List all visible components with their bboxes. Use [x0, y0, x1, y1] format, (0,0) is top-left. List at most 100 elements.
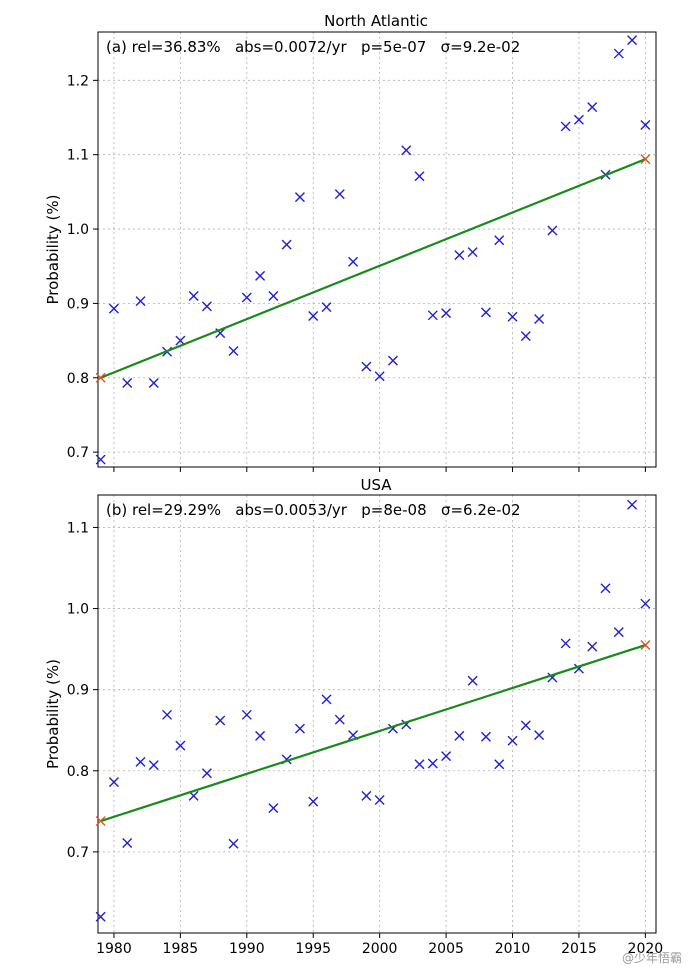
- y-tick-label: 0.9: [67, 683, 89, 699]
- stats-annotation: (b) rel=29.29% abs=0.0053/yr p=8e-08 σ=6…: [106, 501, 521, 519]
- data-point: [387, 355, 398, 366]
- data-point: [467, 675, 478, 686]
- trend-endpoint-marker: [95, 816, 106, 827]
- trend-endpoint-marker: [640, 640, 651, 651]
- data-point: [427, 310, 438, 321]
- data-point: [467, 247, 478, 258]
- data-point: [427, 758, 438, 769]
- data-point: [268, 290, 279, 301]
- stats-annotation: (a) rel=36.83% abs=0.0072/yr p=5e-07 σ=9…: [106, 38, 520, 56]
- y-tick-label: 1.0: [67, 222, 89, 238]
- y-tick-label: 0.8: [67, 371, 89, 387]
- x-tick-label: 1985: [163, 941, 199, 957]
- data-point: [228, 346, 239, 356]
- x-tick-label: 2020: [628, 941, 664, 957]
- data-point: [494, 235, 505, 246]
- data-point: [480, 307, 491, 318]
- data-point: [401, 145, 412, 156]
- data-point: [281, 239, 292, 250]
- data-point: [215, 715, 226, 726]
- x-tick-label: 1980: [96, 941, 132, 957]
- x-tick-label: 2010: [495, 941, 531, 957]
- data-point: [321, 694, 332, 705]
- data-point: [228, 838, 239, 849]
- data-point: [494, 759, 505, 770]
- data-point: [361, 790, 372, 801]
- data-point: [334, 189, 345, 200]
- y-tick-label: 1.0: [67, 602, 89, 618]
- data-point: [441, 308, 452, 319]
- plot-frame: [97, 31, 657, 468]
- data-point: [547, 225, 558, 236]
- data-point: [361, 361, 372, 372]
- trend-line: [100, 158, 646, 379]
- data-point: [201, 301, 212, 312]
- y-tick-label: 1.2: [67, 73, 89, 89]
- data-point: [108, 303, 119, 314]
- data-point: [95, 911, 106, 922]
- panel-title: USA: [360, 476, 392, 494]
- x-tick-label: 1995: [295, 941, 331, 957]
- y-axis-label: Probability (%): [44, 194, 62, 304]
- data-point: [441, 751, 452, 762]
- data-point: [534, 314, 545, 325]
- data-point: [268, 803, 279, 814]
- data-point: [520, 720, 531, 731]
- x-tick-label: 2000: [362, 941, 398, 957]
- data-point: [308, 311, 319, 322]
- y-tick-label: 0.7: [67, 845, 89, 861]
- panel-usa: USA (b) rel=29.29% abs=0.0053/yr p=8e-08…: [44, 476, 663, 957]
- data-point: [507, 311, 518, 322]
- data-point: [188, 290, 199, 301]
- data-point: [480, 731, 491, 742]
- plot-frame: [97, 494, 657, 934]
- x-tick-label: 2005: [428, 941, 464, 957]
- data-point: [613, 627, 624, 638]
- data-point: [640, 598, 651, 609]
- data-point: [414, 759, 425, 770]
- data-point: [122, 837, 133, 848]
- data-point: [573, 114, 584, 125]
- data-point: [148, 760, 159, 771]
- data-point: [294, 723, 305, 734]
- y-tick-label: 1.1: [67, 148, 89, 164]
- trend-endpoint-marker: [640, 154, 651, 165]
- data-point: [135, 296, 146, 307]
- data-point: [627, 35, 638, 46]
- panel-north-atlantic: North Atlantic (a) rel=36.83% abs=0.0072…: [44, 12, 657, 472]
- data-point: [600, 583, 611, 594]
- data-point: [560, 638, 571, 649]
- data-point: [334, 714, 345, 725]
- data-point: [321, 302, 332, 313]
- data-point: [414, 171, 425, 182]
- data-point: [507, 735, 518, 746]
- data-point: [241, 709, 252, 720]
- data-point: [534, 730, 545, 741]
- data-point: [454, 730, 465, 741]
- data-point: [255, 270, 266, 281]
- y-tick-label: 0.7: [67, 445, 89, 461]
- panel-title: North Atlantic: [324, 12, 428, 30]
- data-point: [175, 740, 186, 751]
- data-point: [122, 377, 133, 388]
- data-point: [294, 192, 305, 203]
- data-point: [627, 499, 638, 510]
- data-point: [560, 121, 571, 132]
- data-point: [613, 48, 624, 59]
- x-tick-label: 1990: [229, 941, 265, 957]
- y-tick-label: 0.9: [67, 296, 89, 312]
- data-point: [520, 331, 531, 342]
- data-point: [162, 709, 173, 720]
- data-point: [454, 250, 465, 261]
- y-tick-label: 0.8: [67, 764, 89, 780]
- watermark-text: @少年悟霸: [622, 950, 682, 965]
- trend-line: [100, 644, 646, 823]
- y-tick-label: 1.1: [67, 520, 89, 536]
- y-axis-label: Probability (%): [44, 659, 62, 769]
- data-point: [587, 641, 598, 652]
- data-point: [374, 794, 385, 805]
- data-point: [374, 371, 385, 382]
- data-point: [135, 756, 146, 767]
- data-point: [587, 102, 598, 113]
